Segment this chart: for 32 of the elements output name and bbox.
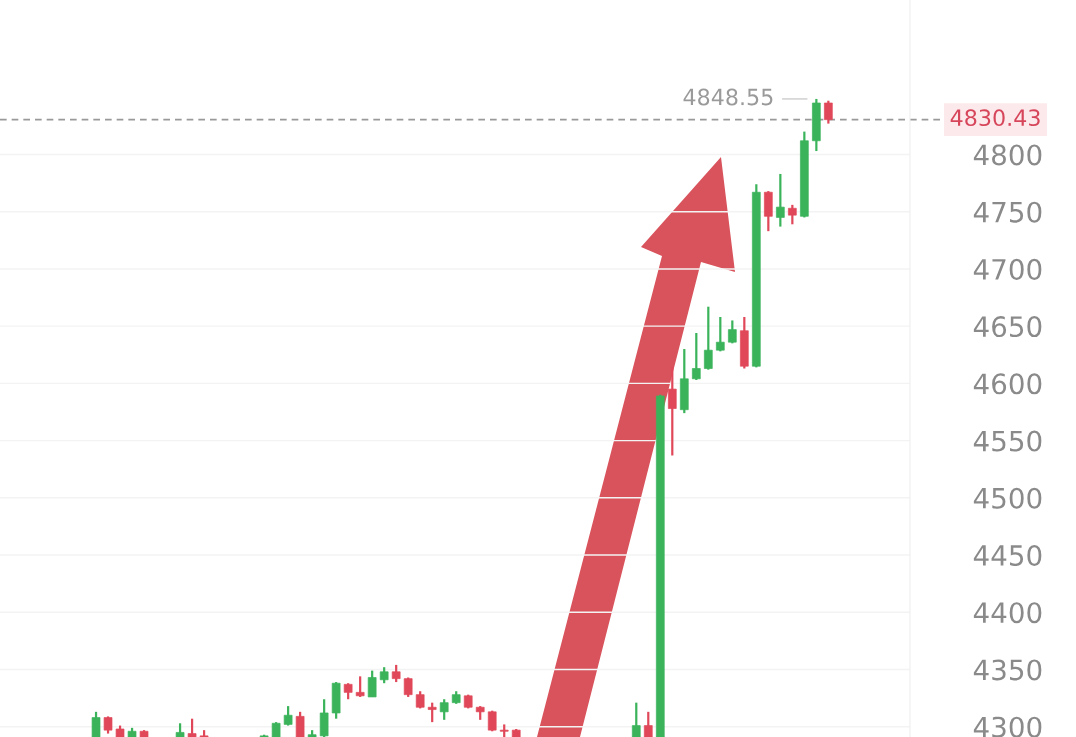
candlestick [643,710,653,737]
candlestick [691,331,701,382]
candlestick [704,305,713,371]
candlestick [187,717,197,737]
y-tick-label: 4350 [973,659,1042,681]
candlestick [367,669,377,699]
y-tick-label: 4550 [973,430,1042,452]
candlestick [824,99,833,125]
candlestick [319,698,329,737]
ref-line-label: 4830.43 [950,109,1040,127]
candlestick [91,710,101,737]
y-tick-label: 4400 [973,602,1042,624]
candlestick [403,676,413,699]
y-tick-label: 4750 [973,201,1042,223]
candlestick [295,710,305,737]
candlestick [355,675,365,699]
y-tick-label: 4700 [973,258,1042,280]
y-tick-label: 4650 [973,316,1042,338]
candlestick [788,203,797,226]
candlestick [283,704,293,727]
candlestick [427,701,437,724]
y-tick-label: 4600 [973,373,1042,395]
y-tick-label: 4500 [973,487,1042,509]
y-tick-label: 4300 [973,716,1042,737]
candlestick [667,366,677,457]
candlestick [439,698,449,721]
y-tick-label: 4450 [973,544,1042,566]
y-tick-label: 4800 [973,144,1042,166]
candlestick [631,701,641,737]
candlestick [716,315,725,353]
annotation: 4848.55 [683,88,773,106]
candlestick [776,172,785,228]
